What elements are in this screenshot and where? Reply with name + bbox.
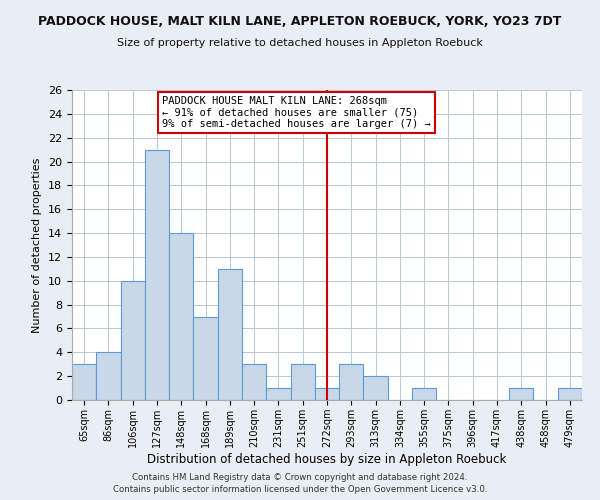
- Text: PADDOCK HOUSE MALT KILN LANE: 268sqm
← 91% of detached houses are smaller (75)
9: PADDOCK HOUSE MALT KILN LANE: 268sqm ← 9…: [162, 96, 431, 129]
- Bar: [339, 364, 364, 400]
- Bar: [290, 364, 315, 400]
- Bar: [193, 316, 218, 400]
- Bar: [266, 388, 290, 400]
- Bar: [315, 388, 339, 400]
- Text: Contains HM Land Registry data © Crown copyright and database right 2024.: Contains HM Land Registry data © Crown c…: [132, 472, 468, 482]
- Bar: [242, 364, 266, 400]
- Bar: [509, 388, 533, 400]
- Bar: [412, 388, 436, 400]
- Bar: [121, 281, 145, 400]
- Text: Contains public sector information licensed under the Open Government Licence v3: Contains public sector information licen…: [113, 485, 487, 494]
- Bar: [218, 269, 242, 400]
- Bar: [96, 352, 121, 400]
- Text: PADDOCK HOUSE, MALT KILN LANE, APPLETON ROEBUCK, YORK, YO23 7DT: PADDOCK HOUSE, MALT KILN LANE, APPLETON …: [38, 15, 562, 28]
- Bar: [558, 388, 582, 400]
- Y-axis label: Number of detached properties: Number of detached properties: [32, 158, 43, 332]
- Bar: [72, 364, 96, 400]
- Bar: [145, 150, 169, 400]
- Bar: [169, 233, 193, 400]
- X-axis label: Distribution of detached houses by size in Appleton Roebuck: Distribution of detached houses by size …: [148, 452, 506, 466]
- Bar: [364, 376, 388, 400]
- Text: Size of property relative to detached houses in Appleton Roebuck: Size of property relative to detached ho…: [117, 38, 483, 48]
